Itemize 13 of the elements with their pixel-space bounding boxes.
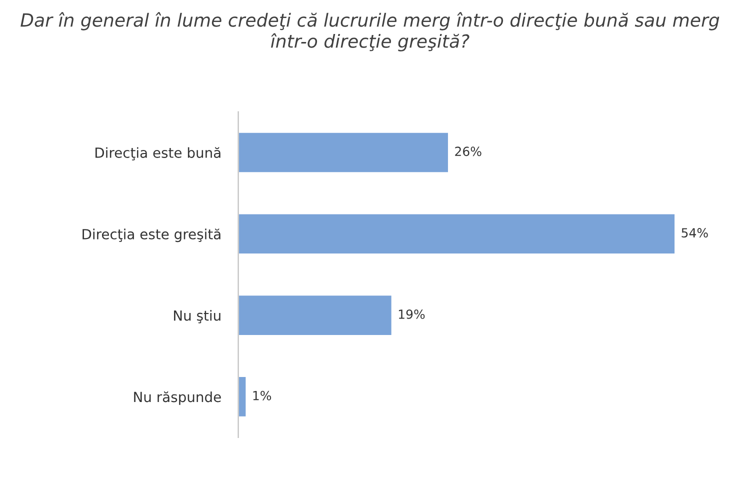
data-label: 1% <box>253 390 272 400</box>
chart-title: Dar în general în lume credeţi că lucrurile merg într-o direcţie bună sau merg într-o direcţie greşită? <box>20 12 720 52</box>
y-tick-label: Nu ştiu <box>174 310 220 324</box>
y-tick-label: Direcţia este greşită <box>82 228 220 242</box>
y-tick-label: Direcţia este bună <box>95 147 220 160</box>
bar <box>238 212 676 255</box>
data-label: 26% <box>455 146 482 156</box>
bar <box>238 294 393 336</box>
bar <box>238 131 450 174</box>
y-tick-label: Nu răspunde <box>134 391 221 405</box>
data-label: 19% <box>398 309 425 319</box>
data-label: 54% <box>682 228 708 238</box>
bar <box>238 376 248 418</box>
